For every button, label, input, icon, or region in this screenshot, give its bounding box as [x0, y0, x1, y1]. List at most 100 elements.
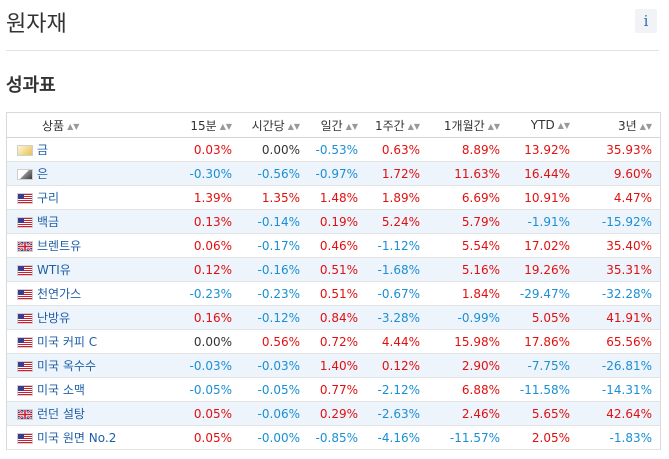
commodity-link[interactable]: 구리	[37, 185, 174, 210]
flag-cell	[7, 233, 37, 258]
commodity-link[interactable]: 미국 커피 C	[37, 329, 174, 354]
change-cell: -0.14%	[240, 209, 308, 234]
change-cell: 0.29%	[308, 401, 366, 426]
change-cell: -14.31%	[578, 377, 660, 402]
change-cell: -7.75%	[508, 353, 578, 378]
column-header-name[interactable]: 상품 ▲▼	[7, 113, 174, 138]
us-flag-icon	[17, 264, 33, 276]
change-cell: 5.54%	[428, 233, 508, 258]
table-row: 금 0.03% 0.00% -0.53% 0.63% 8.89% 13.92% 35.93%	[7, 137, 660, 162]
us-flag-icon	[17, 384, 33, 396]
change-cell: 9.60%	[578, 161, 660, 186]
flag-cell	[7, 161, 37, 186]
change-cell: 6.69%	[428, 185, 508, 210]
column-header-label: 15분	[190, 118, 217, 133]
flag-cell	[7, 329, 37, 354]
commodity-link[interactable]: 은	[37, 161, 174, 186]
table-row: 난방유 0.16% -0.12% 0.84% -3.28% -0.99% 5.05% 41.9…	[7, 305, 660, 330]
change-cell: 0.51%	[308, 281, 366, 306]
column-header-15m[interactable]: 15분 ▲▼	[174, 113, 240, 138]
change-cell: -0.23%	[174, 281, 240, 306]
table-row: 미국 커피 C 0.00% 0.56% 0.72% 4.44% 15.98% 17.86% 6…	[7, 329, 660, 354]
uk-flag-icon	[17, 408, 33, 420]
table-row: 은 -0.30% -0.56% -0.97% 1.72% 11.63% 16.44% 9.60…	[7, 161, 660, 186]
column-header-ytd[interactable]: YTD ▲▼	[508, 113, 578, 138]
change-cell: -29.47%	[508, 281, 578, 306]
column-header-3y[interactable]: 3년 ▲▼	[578, 113, 660, 138]
commodity-link[interactable]: 천연가스	[37, 281, 174, 306]
commodity-link[interactable]: 백금	[37, 209, 174, 234]
column-header-hourly[interactable]: 시간당 ▲▼	[240, 113, 308, 138]
change-cell: 1.72%	[366, 161, 428, 186]
sort-arrows-icon: ▲▼	[67, 121, 80, 131]
column-header-weekly[interactable]: 1주간 ▲▼	[366, 113, 428, 138]
table-header-row: 상품 ▲▼ 15분 ▲▼ 시간당 ▲▼ 일간 ▲▼ 1주간 ▲▼ 1개월간 ▲▼ YTD ▲▼…	[7, 113, 660, 138]
column-header-label: 상품	[42, 118, 65, 133]
table-row: 백금 0.13% -0.14% 0.19% 5.24% 5.79% -1.91% -15.92…	[7, 209, 660, 234]
change-cell: 11.63%	[428, 161, 508, 186]
change-cell: 0.84%	[308, 305, 366, 330]
change-cell: -0.05%	[174, 377, 240, 402]
column-header-label: 시간당	[251, 118, 285, 133]
change-cell: 5.16%	[428, 257, 508, 282]
column-header-monthly[interactable]: 1개월간 ▲▼	[428, 113, 508, 138]
change-cell: 0.19%	[308, 209, 366, 234]
change-cell: -0.53%	[308, 137, 366, 162]
change-cell: -3.28%	[366, 305, 428, 330]
change-cell: 0.00%	[240, 137, 308, 162]
change-cell: -0.30%	[174, 161, 240, 186]
change-cell: -2.12%	[366, 377, 428, 402]
commodity-link[interactable]: 미국 옥수수	[37, 353, 174, 378]
change-cell: 0.05%	[174, 401, 240, 426]
commodity-link[interactable]: 미국 소맥	[37, 377, 174, 402]
change-cell: 17.86%	[508, 329, 578, 354]
flag-cell	[7, 305, 37, 330]
change-cell: -1.91%	[508, 209, 578, 234]
change-cell: 1.40%	[308, 353, 366, 378]
change-cell: 0.00%	[174, 329, 240, 354]
change-cell: 0.06%	[174, 233, 240, 258]
page-title: 원자재	[6, 12, 67, 37]
commodity-link[interactable]: 난방유	[37, 305, 174, 330]
change-cell: -0.03%	[240, 353, 308, 378]
us-flag-icon	[17, 432, 33, 444]
commodity-link[interactable]: 금	[37, 137, 174, 162]
change-cell: 1.84%	[428, 281, 508, 306]
commodity-link[interactable]: WTI유	[37, 257, 174, 282]
change-cell: 5.65%	[508, 401, 578, 426]
change-cell: 1.89%	[366, 185, 428, 210]
flag-cell	[7, 209, 37, 234]
info-icon[interactable]: i	[635, 9, 657, 33]
change-cell: 0.56%	[240, 329, 308, 354]
gold-icon	[17, 144, 33, 156]
flag-cell	[7, 137, 37, 162]
change-cell: -0.06%	[240, 401, 308, 426]
change-cell: -1.68%	[366, 257, 428, 282]
change-cell: -0.23%	[240, 281, 308, 306]
change-cell: 2.05%	[508, 425, 578, 450]
change-cell: 16.44%	[508, 161, 578, 186]
flag-cell	[7, 281, 37, 306]
commodity-link[interactable]: 브렌트유	[37, 233, 174, 258]
change-cell: 42.64%	[578, 401, 660, 426]
change-cell: 35.40%	[578, 233, 660, 258]
column-header-daily[interactable]: 일간 ▲▼	[308, 113, 366, 138]
commodity-link[interactable]: 미국 원면 No.2	[37, 425, 174, 450]
change-cell: -11.57%	[428, 425, 508, 450]
change-cell: -0.00%	[240, 425, 308, 450]
change-cell: -15.92%	[578, 209, 660, 234]
table-row: 미국 옥수수 -0.03% -0.03% 1.40% 0.12% 2.90% -7.75% -…	[7, 353, 660, 378]
change-cell: 35.31%	[578, 257, 660, 282]
table-row: 천연가스 -0.23% -0.23% 0.51% -0.67% 1.84% -29.47% -…	[7, 281, 660, 306]
us-flag-icon	[17, 216, 33, 228]
change-cell: -0.67%	[366, 281, 428, 306]
performance-table: 상품 ▲▼ 15분 ▲▼ 시간당 ▲▼ 일간 ▲▼ 1주간 ▲▼ 1개월간 ▲▼ YTD ▲▼…	[6, 112, 661, 450]
flag-cell	[7, 257, 37, 282]
change-cell: -0.03%	[174, 353, 240, 378]
change-cell: 19.26%	[508, 257, 578, 282]
change-cell: -0.16%	[240, 257, 308, 282]
change-cell: -2.63%	[366, 401, 428, 426]
change-cell: 2.90%	[428, 353, 508, 378]
change-cell: 13.92%	[508, 137, 578, 162]
commodity-link[interactable]: 런던 설탕	[37, 401, 174, 426]
